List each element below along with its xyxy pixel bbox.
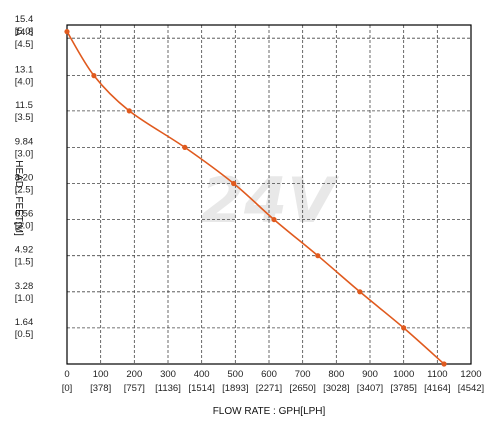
x-tick-sublabel: [4542] bbox=[458, 383, 484, 394]
y-tick-sublabel: [2.5] bbox=[15, 184, 34, 195]
x-tick-sublabel: [378] bbox=[90, 383, 111, 394]
y-tick-label: 15.4 bbox=[15, 14, 34, 25]
x-tick-label: 900 bbox=[362, 369, 378, 380]
x-tick-sublabel: [757] bbox=[124, 383, 145, 394]
x-tick-sublabel: [3785] bbox=[390, 383, 416, 394]
series-line bbox=[66, 31, 445, 365]
y-tick-sublabel: [2.0] bbox=[15, 221, 34, 232]
x-tick-label: 1200 bbox=[460, 369, 481, 380]
y-tick-label: 8.20 bbox=[15, 172, 34, 183]
x-tick-sublabel: [2650] bbox=[289, 383, 315, 394]
data-point bbox=[357, 289, 363, 295]
x-tick-label: 0 bbox=[64, 369, 69, 380]
x-tick-sublabel: [3028] bbox=[323, 383, 349, 394]
y-axis-ticks: 1.64[0.5] 3.28[1.0] 4.92[1.5] 6.56[2.0] 8.20… bbox=[15, 14, 34, 340]
y-axis-title: HEAD : FEET[M] bbox=[13, 160, 24, 236]
y-tick-sublabel: [3.5] bbox=[15, 112, 34, 123]
x-tick-sublabel: [3407] bbox=[357, 383, 383, 394]
y-tick-sublabel: [1.0] bbox=[15, 293, 34, 304]
y-tick-label: 4.92 bbox=[15, 245, 34, 256]
x-tick-label: 1000 bbox=[393, 369, 414, 380]
x-axis-ticks: 0 [0] 100 [378] 200 [757] 300 [1136] 400 [1514] 50… bbox=[62, 369, 484, 394]
y-tick-label: 9.84 bbox=[15, 136, 34, 147]
data-point bbox=[231, 180, 237, 187]
y-tick-label: 1.64 bbox=[15, 317, 34, 328]
x-tick-sublabel: [2271] bbox=[256, 383, 282, 394]
y-tick-label: 11.5 bbox=[15, 100, 33, 111]
x-tick-label: 300 bbox=[160, 369, 176, 380]
x-tick-sublabel: [4164] bbox=[424, 383, 450, 394]
data-point bbox=[64, 29, 70, 35]
y-tick-sublabel: [5.0] bbox=[15, 26, 34, 37]
data-point bbox=[182, 144, 188, 150]
y-tick-label: 14.8 bbox=[15, 27, 34, 38]
y-tick-sublabel: [4.5] bbox=[15, 39, 34, 50]
x-tick-label: 1100 bbox=[427, 369, 447, 380]
x-tick-label: 800 bbox=[328, 369, 344, 380]
data-point bbox=[401, 325, 407, 331]
data-point bbox=[126, 108, 132, 114]
y-tick-label: 6.56 bbox=[15, 209, 34, 220]
x-tick-sublabel: [1893] bbox=[222, 383, 248, 394]
series-layer bbox=[64, 29, 447, 367]
plot-frame bbox=[66, 24, 472, 365]
x-tick-label: 200 bbox=[126, 369, 142, 380]
x-tick-label: 700 bbox=[295, 369, 311, 380]
x-tick-sublabel: [1136] bbox=[155, 383, 181, 394]
x-tick-label: 600 bbox=[261, 369, 277, 380]
x-tick-label: 500 bbox=[227, 369, 243, 380]
x-tick-label: 400 bbox=[194, 369, 210, 380]
y-tick-sublabel: [1.5] bbox=[15, 257, 34, 268]
data-point bbox=[441, 361, 447, 367]
x-tick-sublabel: [0] bbox=[62, 383, 73, 394]
x-axis-title: FLOW RATE : GPH[LPH] bbox=[213, 406, 326, 417]
y-tick-sublabel: [0.5] bbox=[15, 329, 34, 340]
y-tick-label: 13.1 bbox=[15, 65, 34, 76]
y-tick-label: 3.28 bbox=[15, 281, 34, 292]
data-point bbox=[315, 253, 321, 259]
y-tick-sublabel: [4.0] bbox=[15, 77, 34, 88]
x-tick-label: 100 bbox=[93, 369, 109, 380]
data-point bbox=[271, 216, 277, 223]
x-tick-sublabel: [1514] bbox=[188, 383, 214, 394]
y-tick-sublabel: [3.0] bbox=[15, 148, 34, 159]
data-point bbox=[91, 73, 97, 79]
